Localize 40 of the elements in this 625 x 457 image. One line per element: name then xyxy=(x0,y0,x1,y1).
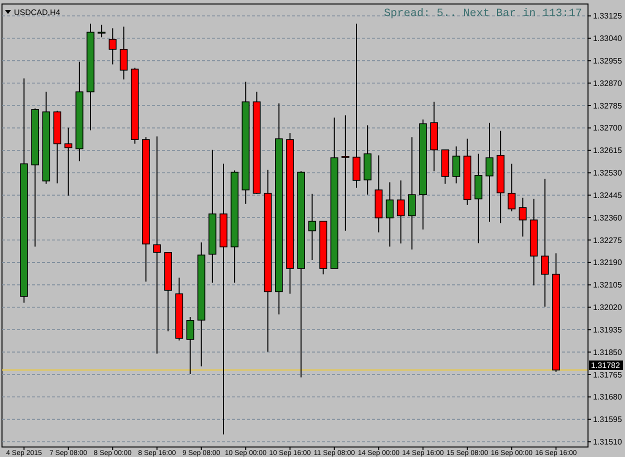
y-tick-label: 1.32700 xyxy=(593,124,622,133)
ref-line-label: 1.31782 xyxy=(591,361,620,370)
candlestick xyxy=(474,153,482,244)
y-tick-label: 1.31935 xyxy=(593,325,622,334)
y-tick-label: 1.32360 xyxy=(593,213,622,222)
y-tick-label: 1.32275 xyxy=(593,236,622,245)
candlestick xyxy=(186,316,194,374)
candlestick xyxy=(308,193,316,261)
candlestick xyxy=(486,122,494,222)
y-tick-label: 1.32615 xyxy=(593,146,622,156)
y-tick-label: 1.32870 xyxy=(593,78,622,88)
y-tick-label: 1.32190 xyxy=(593,258,622,268)
candlestick xyxy=(508,163,516,212)
y-tick-label: 1.31765 xyxy=(593,370,622,380)
candlestick xyxy=(541,178,549,308)
candlestick xyxy=(386,182,394,248)
candlestick xyxy=(342,114,350,232)
y-tick-label: 1.32955 xyxy=(593,56,622,66)
candlestick xyxy=(352,23,360,188)
y-tick-label: 1.32105 xyxy=(593,280,622,290)
candlestick xyxy=(64,127,72,196)
annotation: Spread: 5.. Next Bar in 113:17 xyxy=(384,8,582,20)
y-tick-label: 1.31595 xyxy=(593,415,622,424)
y-tick-label: 1.32530 xyxy=(593,168,622,178)
text: USDCAD,H4 xyxy=(14,8,61,17)
candlestick xyxy=(108,28,117,65)
y-tick-label: 1.31850 xyxy=(593,348,622,357)
candlestick xyxy=(396,180,405,244)
candlestick xyxy=(153,136,161,354)
candlestick xyxy=(518,197,527,238)
candlestick xyxy=(408,136,416,250)
y-tick-label: 1.32785 xyxy=(593,101,622,110)
y-tick-label: 1.31680 xyxy=(593,392,622,402)
y-tick-label: 1.32445 xyxy=(593,190,622,200)
candlestick xyxy=(452,146,460,184)
y-tick-label: 1.33040 xyxy=(593,34,622,44)
y-tick-label: 1.32020 xyxy=(593,303,622,312)
candlestick xyxy=(120,26,128,80)
y-tick-label: 1.31510 xyxy=(593,438,622,447)
y-tick-label: 1.33125 xyxy=(593,12,622,21)
